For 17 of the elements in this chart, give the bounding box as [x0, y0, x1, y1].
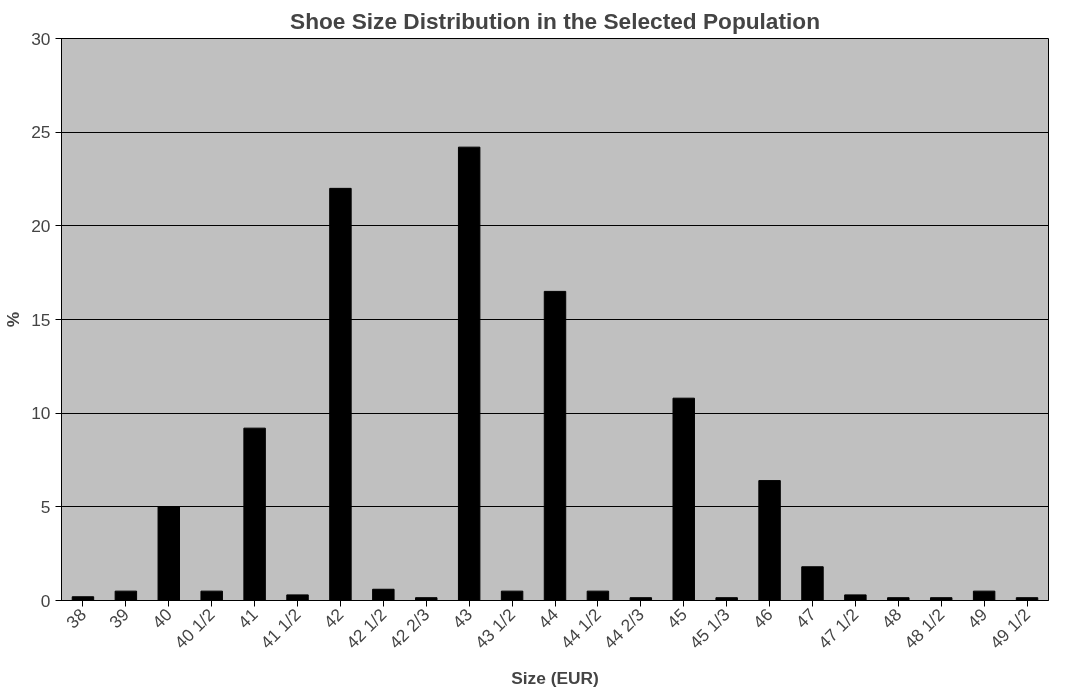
x-axis-title: Size (EUR) [511, 667, 599, 688]
x-tick-label: 42 [319, 604, 348, 633]
y-tick-label: 30 [31, 28, 51, 49]
x-tick-label: 41 [233, 604, 262, 633]
y-tick-label: 5 [40, 496, 51, 517]
y-tick-label: 0 [40, 590, 51, 611]
x-tick-label: 38 [62, 604, 91, 633]
y-tick-label: 25 [31, 122, 51, 143]
y-tick-label: 10 [31, 403, 51, 424]
y-axis-title: % [3, 311, 24, 328]
x-tick-label: 44 [534, 604, 563, 633]
chart-title: Shoe Size Distribution in the Selected Population [290, 7, 820, 34]
x-tick-label: 43 [448, 604, 477, 633]
y-tick-label: 15 [31, 309, 51, 330]
y-tick-label: 20 [31, 215, 51, 236]
x-tick-label: 39 [105, 604, 133, 633]
x-tick-label: 46 [748, 604, 777, 633]
